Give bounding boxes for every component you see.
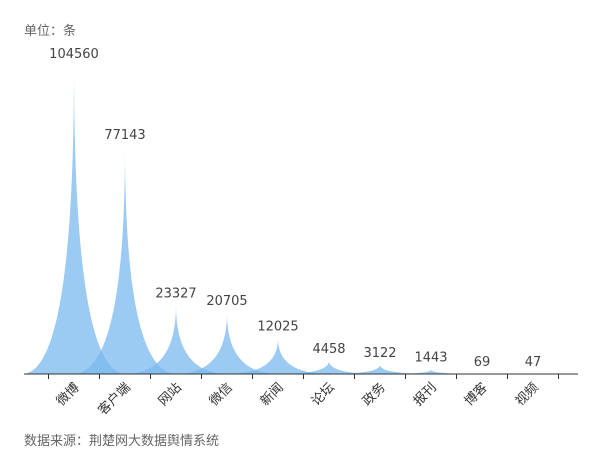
value-label-3: 20705 bbox=[206, 294, 247, 309]
category-label-0: 微博 bbox=[54, 380, 83, 409]
value-label-5: 4458 bbox=[312, 342, 345, 357]
value-label-8: 69 bbox=[474, 355, 491, 370]
peak-3 bbox=[175, 313, 279, 374]
peak-2 bbox=[124, 305, 228, 374]
category-label-1: 客户端 bbox=[95, 380, 134, 419]
value-label-1: 77143 bbox=[104, 128, 145, 143]
category-label-3: 微信 bbox=[207, 380, 236, 409]
value-label-4: 12025 bbox=[257, 320, 298, 335]
peak-series bbox=[22, 66, 585, 374]
category-labels: 微博 客户端 网站 微信 新闻 论坛 政务 报刊 博客 视频 bbox=[54, 380, 542, 419]
value-label-0: 104560 bbox=[49, 47, 99, 62]
value-label-9: 47 bbox=[525, 355, 542, 370]
data-source-label: 数据来源：荆楚网大数据舆情系统 bbox=[24, 434, 220, 449]
peak-4 bbox=[226, 338, 330, 374]
peak-6 bbox=[328, 364, 432, 374]
category-label-6: 政务 bbox=[359, 380, 389, 410]
value-label-7: 1443 bbox=[414, 351, 447, 366]
category-label-7: 报刊 bbox=[411, 380, 440, 409]
value-label-2: 23327 bbox=[155, 286, 196, 301]
category-label-2: 网站 bbox=[156, 380, 185, 409]
value-labels: 104560 77143 23327 20705 12025 4458 3122 1443 69… bbox=[49, 47, 541, 370]
peak-7 bbox=[379, 369, 483, 374]
peak-5 bbox=[277, 360, 381, 374]
category-label-9: 视频 bbox=[513, 380, 542, 409]
value-label-6: 3122 bbox=[363, 346, 396, 361]
unit-label: 单位：条 bbox=[24, 24, 77, 39]
category-label-8: 博客 bbox=[461, 380, 491, 410]
category-label-5: 论坛 bbox=[309, 380, 338, 409]
peak-0 bbox=[22, 66, 126, 374]
peak-1 bbox=[73, 146, 177, 374]
category-label-4: 新闻 bbox=[257, 380, 287, 410]
x-axis bbox=[24, 373, 578, 379]
